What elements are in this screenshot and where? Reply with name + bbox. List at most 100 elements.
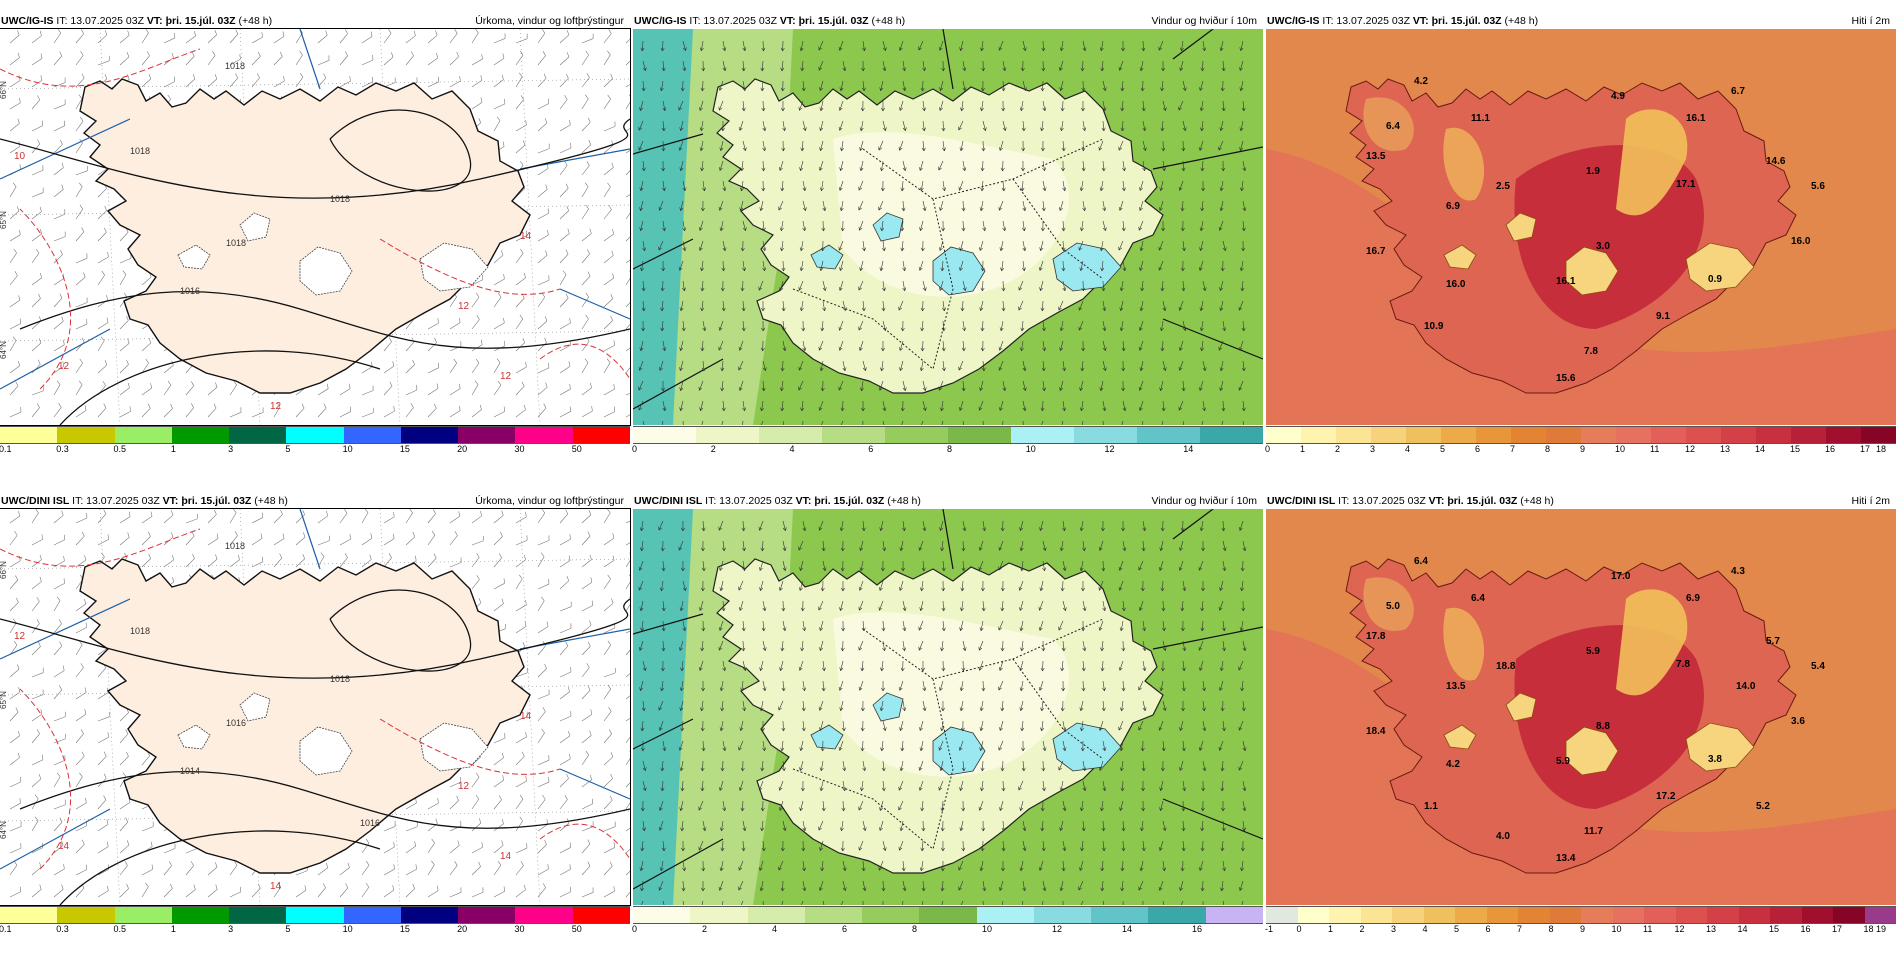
colorbar-segment bbox=[1266, 907, 1298, 923]
panel-title: Úrkoma, vindur og loftþrýstingur bbox=[475, 14, 624, 28]
valid-time-label: VT: bbox=[1413, 15, 1429, 27]
temperature-value-label: 16.0 bbox=[1446, 279, 1466, 290]
colorbar-tick-label: 14 bbox=[1183, 444, 1193, 454]
temperature-value-label: 5.6 bbox=[1811, 181, 1825, 192]
colorbar-segment bbox=[344, 907, 401, 923]
panel-precip-igis: UWC/IG-IS IT: 13.07.2025 03Z VT: þri. 15… bbox=[0, 14, 630, 482]
colorbar-tick-label: 0.3 bbox=[56, 444, 69, 454]
colorbar-tick-label: 0.5 bbox=[114, 444, 127, 454]
colorbar-segment bbox=[1200, 427, 1263, 443]
temperature-value-label: 6.9 bbox=[1686, 593, 1700, 604]
lead-time: (+48 h) bbox=[887, 495, 921, 507]
temperature-value-label: 1.9 bbox=[1586, 166, 1600, 177]
temperature-value-label: 15.6 bbox=[1556, 373, 1576, 384]
panel-precip-dini: UWC/DINI ISL IT: 13.07.2025 03Z VT: þri.… bbox=[0, 494, 630, 962]
temperature-contour-label: 14 bbox=[520, 231, 532, 242]
colorbar-segment bbox=[1707, 907, 1739, 923]
temperature-value-label: 5.7 bbox=[1766, 636, 1780, 647]
colorbar-tick-label: 20 bbox=[457, 444, 467, 454]
colorbar-tick-label: 12 bbox=[1052, 924, 1062, 934]
colorbar-tick-label: 20 bbox=[457, 924, 467, 934]
colorbar-segment bbox=[696, 427, 759, 443]
lead-time: (+48 h) bbox=[872, 15, 906, 27]
colorbar-segment bbox=[1371, 427, 1406, 443]
colorbar-tick-label: 8 bbox=[1549, 924, 1554, 934]
panel-run-info: UWC/IG-IS IT: 13.07.2025 03Z VT: þri. 15… bbox=[634, 14, 905, 28]
colorbar-tick-label: 0 bbox=[1297, 924, 1302, 934]
panel-run-info: UWC/DINI ISL IT: 13.07.2025 03Z VT: þri.… bbox=[634, 494, 921, 508]
colorbar-tick-label: 0.1 bbox=[0, 444, 12, 454]
panel-wind-dini: UWC/DINI ISL IT: 13.07.2025 03Z VT: þri.… bbox=[633, 494, 1263, 962]
colorbar-tick-label: 0 bbox=[632, 924, 637, 934]
colorbar-tick-label: 0.3 bbox=[56, 924, 69, 934]
colorbar-tick-label: 2 bbox=[1360, 924, 1365, 934]
colorbar-segment bbox=[1721, 427, 1756, 443]
colorbar-segment bbox=[1441, 427, 1476, 443]
temperature-value-label: 13.5 bbox=[1446, 681, 1466, 692]
colorbar-tick-label: 4 bbox=[772, 924, 777, 934]
colorbar-tick-label: 10 bbox=[1615, 444, 1625, 454]
temperature-contour-label: 14 bbox=[520, 711, 532, 722]
colorbar-segment bbox=[1613, 907, 1645, 923]
colorbar-tick-label: 0.1 bbox=[0, 924, 12, 934]
colorbar-segment bbox=[229, 427, 286, 443]
colorbar bbox=[1266, 426, 1896, 444]
colorbar-tick-label: 16 bbox=[1801, 924, 1811, 934]
colorbar-segment bbox=[1686, 427, 1721, 443]
colorbar-segment bbox=[1011, 427, 1074, 443]
colorbar-tick-label: 17 bbox=[1832, 924, 1842, 934]
temperature-contour-label: 12 bbox=[270, 401, 282, 412]
colorbar-tick-label: 13 bbox=[1720, 444, 1730, 454]
colorbar-segment bbox=[1336, 427, 1371, 443]
isobar-label: 1018 bbox=[330, 194, 350, 204]
colorbar-segment bbox=[1148, 907, 1205, 923]
model-name: UWC/DINI ISL bbox=[634, 495, 702, 507]
temperature-value-label: 3.0 bbox=[1596, 241, 1610, 252]
colorbar-tick-label: 15 bbox=[1790, 444, 1800, 454]
temperature-value-label: 4.0 bbox=[1496, 831, 1510, 842]
colorbar-tick-label: 19 bbox=[1876, 924, 1886, 934]
valid-time-label: VT: bbox=[1429, 495, 1445, 507]
temperature-contour-label: 12 bbox=[14, 631, 26, 642]
colorbar-tick-label: 7 bbox=[1510, 444, 1515, 454]
temperature-value-label: 17.1 bbox=[1676, 179, 1696, 190]
panel-header: UWC/DINI ISL IT: 13.07.2025 03Z VT: þri.… bbox=[0, 494, 630, 508]
init-time: IT: 13.07.2025 03Z bbox=[705, 495, 795, 507]
panel-title: Vindur og hviður í 10m bbox=[1152, 14, 1257, 28]
temperature-value-label: 4.2 bbox=[1446, 759, 1460, 770]
colorbar-tick-label: 10 bbox=[1612, 924, 1622, 934]
temperature-value-label: 9.1 bbox=[1656, 311, 1670, 322]
colorbar-tick-label: 0 bbox=[632, 444, 637, 454]
colorbar-segment bbox=[1206, 907, 1263, 923]
temperature-value-label: 18.8 bbox=[1496, 661, 1516, 672]
colorbar-segment bbox=[1455, 907, 1487, 923]
temperature-value-label: 13.5 bbox=[1366, 151, 1386, 162]
colorbar-tick-label: 30 bbox=[514, 924, 524, 934]
colorbar-tick-label: 15 bbox=[1769, 924, 1779, 934]
colorbar-segment bbox=[822, 427, 885, 443]
colorbar-segment bbox=[401, 427, 458, 443]
colorbar-segment bbox=[633, 427, 696, 443]
model-name: UWC/IG-IS bbox=[1267, 15, 1320, 27]
colorbar-tick-label: 9 bbox=[1580, 444, 1585, 454]
colorbar-segment bbox=[1651, 427, 1686, 443]
colorbar-tick-label: 50 bbox=[572, 924, 582, 934]
colorbar-tick-label: 6 bbox=[842, 924, 847, 934]
colorbar-tick-label: 0 bbox=[1265, 444, 1270, 454]
isobar-label: 1018 bbox=[130, 626, 150, 636]
map-wind bbox=[633, 509, 1263, 905]
panel-run-info: UWC/DINI ISL IT: 13.07.2025 03Z VT: þri.… bbox=[1, 494, 288, 508]
colorbar-segment bbox=[229, 907, 286, 923]
temperature-value-label: 13.4 bbox=[1556, 853, 1576, 864]
colorbar-segment bbox=[1266, 427, 1301, 443]
temperature-contour-label: 12 bbox=[58, 361, 70, 372]
colorbar-segment bbox=[1581, 907, 1613, 923]
lead-time: (+48 h) bbox=[1520, 495, 1554, 507]
colorbar-tick-label: 16 bbox=[1825, 444, 1835, 454]
temperature-value-label: 4.2 bbox=[1414, 76, 1428, 87]
